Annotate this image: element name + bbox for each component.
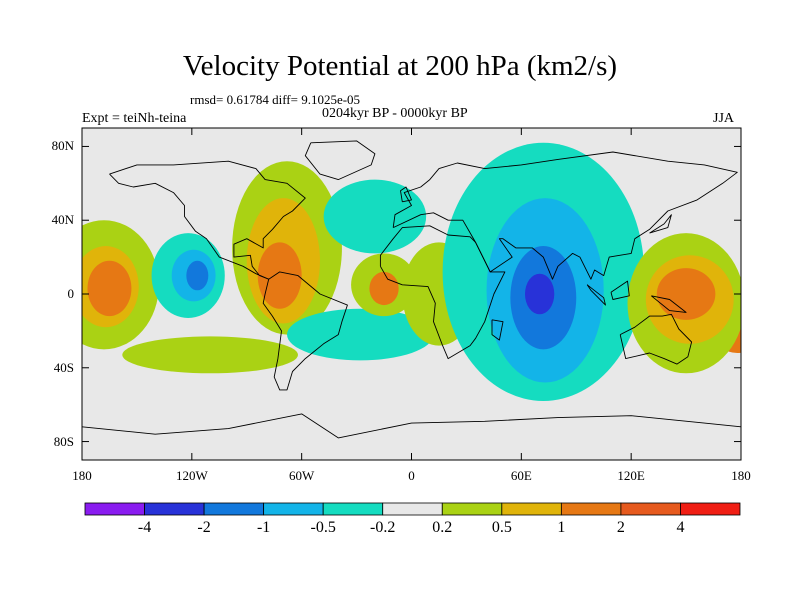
colorbar-swatch: [203, 502, 265, 516]
anomaly-indian-ocean-low-center: [524, 273, 555, 315]
colorbar-label: -0.5: [310, 519, 336, 536]
coastline-9: [651, 295, 687, 313]
anomaly-atlantic-high-core: [369, 271, 399, 306]
lon-tick-label: 60E: [510, 468, 532, 483]
period-label: 0204kyr BP - 0000kyr BP: [322, 106, 468, 121]
anomaly-east-pacific-low-center: [186, 260, 209, 291]
coastline-0: [109, 160, 306, 280]
anomaly-atlantic-low-north: [323, 179, 427, 254]
anomaly-field: [82, 142, 741, 401]
experiment-label: Expt = teiNh-teina: [82, 111, 187, 126]
anomaly-americas-high-center: [257, 242, 302, 309]
lon-tick-label: 120W: [175, 468, 208, 483]
lon-tick-label: 60W: [289, 468, 315, 483]
coastline-1: [262, 271, 348, 391]
colorbar-swatch: [144, 502, 205, 516]
anomaly-maritime-high-center: [656, 268, 716, 320]
colorbar-label: 4: [676, 519, 685, 536]
coastline-11: [649, 214, 672, 234]
colorbar-label: -4: [137, 519, 152, 536]
coastline-2: [379, 225, 506, 360]
lat-tick-label: 40N: [51, 212, 74, 228]
coastline-6: [304, 140, 376, 181]
coastlines: [82, 140, 741, 439]
lat-tick-label: 40S: [53, 359, 74, 375]
colorbar-swatch: [441, 502, 503, 516]
coastline-7: [586, 284, 606, 306]
colorbar-label: 1: [557, 519, 566, 536]
lat-tick-label: 0: [67, 286, 75, 301]
rmsd-diff-label: rmsd= 0.61784 diff= 9.1025e-05: [190, 92, 361, 107]
coastline-5: [82, 413, 741, 439]
axis-ticks: [81, 128, 742, 460]
colorbar-label: 2: [616, 519, 625, 536]
anomaly-south-pacific-band: [122, 336, 299, 374]
coastline-10: [491, 319, 504, 341]
lat-tick-label: 80S: [53, 433, 74, 449]
coastline-3: [392, 151, 738, 280]
lon-tick-label: 180: [72, 468, 92, 483]
colorbar: [84, 502, 741, 516]
lon-tick-label: 0: [408, 468, 415, 483]
chart-title: Velocity Potential at 200 hPa (km2/s): [182, 50, 618, 82]
colorbar-swatch: [680, 502, 741, 516]
colorbar-label: -1: [256, 519, 271, 536]
anomaly-atlantic-low-south: [287, 308, 434, 361]
colorbar-swatch: [620, 502, 681, 516]
anomaly-pacific-east-center: [87, 260, 132, 317]
lat-tick-label: 80N: [51, 138, 74, 154]
lon-tick-label: 120E: [617, 468, 645, 483]
season-label: JJA: [713, 111, 735, 126]
colorbar-swatch: [560, 502, 622, 516]
lon-tick-label: 180: [731, 468, 751, 483]
coastline-12: [400, 186, 412, 203]
colorbar-label: 0.2: [432, 519, 453, 536]
colorbar-swatch: [263, 502, 324, 516]
colorbar-label: 0.5: [491, 519, 512, 536]
colorbar-swatch: [322, 502, 384, 516]
colorbar-swatch: [382, 502, 443, 516]
colorbar-swatch: [501, 502, 562, 516]
coastline-4: [619, 313, 693, 365]
colorbar-label: -0.2: [370, 519, 396, 536]
coastline-8: [610, 280, 630, 300]
colorbar-swatch: [84, 502, 145, 516]
colorbar-label: -2: [197, 519, 211, 536]
